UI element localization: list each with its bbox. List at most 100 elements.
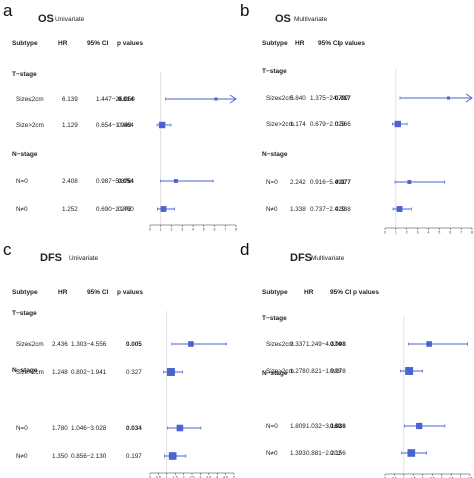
row-hr: 2.242 xyxy=(290,179,306,186)
row-hr: 1.129 xyxy=(62,122,78,129)
row-subtype: Size≤2cm xyxy=(266,95,294,102)
row-hr: 2.436 xyxy=(52,341,68,348)
row-subtype: N=0 xyxy=(16,425,28,432)
header-ci: 95% CI xyxy=(87,289,109,296)
hr-point xyxy=(407,180,412,184)
row-hr: 2.337 xyxy=(290,341,306,348)
hr-point xyxy=(394,120,401,128)
forest-plot-panel-b: b OS Multivariate Subtype HR 95% CI p values T−… xyxy=(237,0,474,239)
x-tick-label: 8 xyxy=(471,231,473,235)
x-tick-label: 3 xyxy=(181,228,183,232)
row-ci: 0.654−1.949 xyxy=(96,122,132,129)
hr-point xyxy=(167,368,175,376)
x-tick-label: 2 xyxy=(422,477,424,478)
row-p-value: 0.156 xyxy=(330,450,346,457)
panel-letter: b xyxy=(240,1,249,20)
x-tick-label: 2.5 xyxy=(430,477,435,478)
row-hr: 6.139 xyxy=(62,96,78,103)
x-tick-label: 5 xyxy=(233,476,235,478)
row-p-value: 0.038 xyxy=(330,423,346,430)
row-hr: 1.780 xyxy=(52,425,68,432)
header-p: p values xyxy=(117,40,143,47)
row-ci: 0.679−2.028 xyxy=(310,121,346,128)
panel-subtitle: Multivariate xyxy=(294,16,328,23)
panel-letter: c xyxy=(3,240,12,259)
x-tick-label: 4 xyxy=(192,228,194,232)
row-hr: 1.248 xyxy=(52,369,68,376)
hr-point xyxy=(160,206,167,212)
x-tick-label: 3 xyxy=(199,476,201,478)
x-tick-label: 0 xyxy=(149,228,151,232)
row-ci: 0.690−2.272 xyxy=(96,206,132,213)
forest-plot-svg: d DFS Multivariate Subtype HR 95% CI p values T… xyxy=(240,240,472,478)
hr-point xyxy=(407,449,416,457)
hr-point xyxy=(176,424,184,432)
row-hr: 2.408 xyxy=(62,178,78,185)
row-subtype: N≠0 xyxy=(266,450,278,457)
ci-arrow xyxy=(229,94,237,104)
panel-subtitle: Multivariate xyxy=(311,255,345,262)
x-tick-label: 2.5 xyxy=(190,476,195,478)
row-hr: 1.278 xyxy=(290,368,306,375)
panel-subtitle: Univariate xyxy=(55,16,85,23)
x-tick-label: 7 xyxy=(460,231,462,235)
x-tick-label: 2 xyxy=(406,231,408,235)
row-p-value: 0.054 xyxy=(118,178,134,185)
header-p: p values xyxy=(353,289,379,296)
row-p-value: 0.034 xyxy=(126,425,142,432)
forest-plot-panel-a: a OS Univariate Subtype HR 95% CI p values T−st… xyxy=(0,0,237,239)
x-tick-label: 2 xyxy=(183,476,185,478)
row-ci: 0.821−1.989 xyxy=(306,368,342,375)
header-p: p values xyxy=(117,289,143,296)
row-hr: 1.338 xyxy=(290,206,306,213)
x-tick-label: 0 xyxy=(384,477,386,478)
panel-title: OS xyxy=(38,13,54,25)
x-tick-label: 1.5 xyxy=(173,476,178,478)
row-subtype: N≠0 xyxy=(266,206,278,213)
x-tick-label: 8 xyxy=(235,228,237,232)
group-label: N−stage xyxy=(262,151,288,158)
row-hr: 1.174 xyxy=(290,121,306,128)
x-tick-label: 4 xyxy=(216,476,218,478)
row-hr: 1.809 xyxy=(290,423,306,430)
row-ci: 0.856−2.130 xyxy=(71,453,107,460)
x-tick-label: 3.5 xyxy=(206,476,211,478)
x-tick-label: 0 xyxy=(384,231,386,235)
hr-point xyxy=(426,341,432,347)
forest-plot-svg: c DFS Univariate Subtype HR 95% CI p values T−s… xyxy=(3,240,235,478)
row-p-value: 0.008 xyxy=(330,341,346,348)
row-ci: 1.303−4.556 xyxy=(71,341,107,348)
x-tick-label: 4.5 xyxy=(223,476,228,478)
row-subtype: Size≤2cm xyxy=(266,341,294,348)
x-tick-label: 1 xyxy=(403,477,405,478)
row-subtype: Size>2cm xyxy=(16,369,44,376)
header-hr: HR xyxy=(58,40,68,47)
row-hr: 1.393 xyxy=(290,450,306,457)
x-tick-label: 1 xyxy=(166,476,168,478)
header-subtype: Subtype xyxy=(12,289,38,296)
forest-plot-panel-d: d DFS Multivariate Subtype HR 95% CI p values T… xyxy=(237,239,474,478)
row-hr: 1.252 xyxy=(62,206,78,213)
row-p-value: 0.327 xyxy=(126,369,142,376)
header-subtype: Subtype xyxy=(12,40,38,47)
x-tick-label: 6 xyxy=(449,231,451,235)
x-tick-label: 5 xyxy=(438,231,440,235)
row-subtype: Size≤2cm xyxy=(16,96,44,103)
row-ci: 1.447−26.050 xyxy=(96,96,135,103)
hr-point xyxy=(214,97,218,101)
panel-letter: a xyxy=(3,1,13,20)
group-label: T−stage xyxy=(12,71,37,78)
row-hr: 1.350 xyxy=(52,453,68,460)
x-tick-label: 0 xyxy=(149,476,151,478)
group-label: N−stage xyxy=(12,367,38,374)
row-subtype: N≠0 xyxy=(16,453,28,460)
panel-title: DFS xyxy=(290,252,312,264)
row-ci: 0.737−2.429 xyxy=(310,206,346,213)
row-subtype: N=0 xyxy=(266,423,278,430)
hr-point xyxy=(405,367,414,375)
row-subtype: Size>2cm xyxy=(16,122,44,129)
row-p-value: 0.077 xyxy=(335,179,351,186)
x-tick-label: 4 xyxy=(428,231,430,235)
row-ci: 1.046−3.028 xyxy=(71,425,107,432)
x-tick-label: 2 xyxy=(171,228,173,232)
